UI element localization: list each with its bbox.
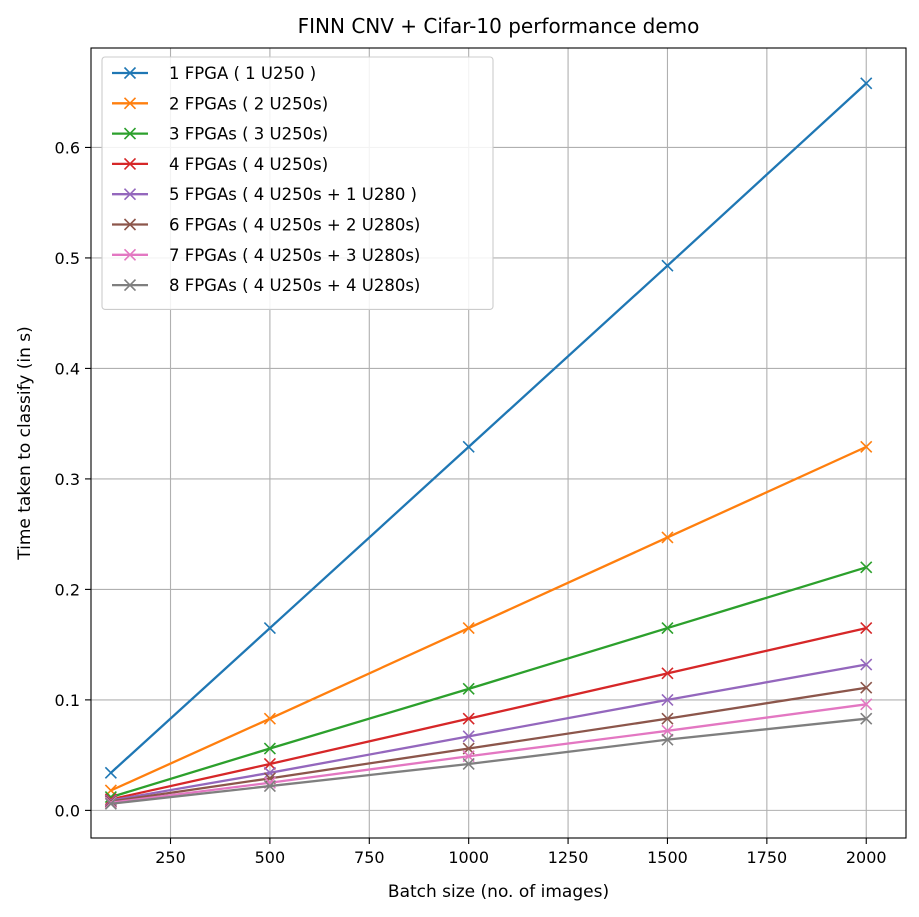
data-point <box>661 259 674 272</box>
legend-label: 6 FPGAs ( 4 U250s + 2 U280s) <box>169 216 420 235</box>
x-axis-label: Batch size (no. of images) <box>388 882 609 902</box>
legend-marker <box>123 279 137 292</box>
data-point <box>104 766 117 779</box>
legend-marker <box>123 157 137 170</box>
legend-item: 5 FPGAs ( 4 U250s + 1 U280 ) <box>112 185 417 204</box>
data-point <box>661 667 674 680</box>
legend: 1 FPGA ( 1 U250 ) 2 FPGAs ( 2 U250s) 3 FPG… <box>101 56 494 310</box>
data-point <box>263 622 276 635</box>
series-1 <box>104 77 873 779</box>
data-point <box>104 797 117 810</box>
legend-marker <box>123 97 137 110</box>
data-point <box>462 757 475 771</box>
y-axis-label: Time taken to classify (in s) <box>15 326 35 561</box>
data-point <box>263 757 276 771</box>
ticks: 250 500 750 1000 1250 1500 1750 2000 0.0 0.1 0.2 0.… <box>55 138 887 867</box>
data-point <box>462 622 475 635</box>
series-layer <box>104 77 873 810</box>
y-tick-label: 0.1 <box>55 691 80 710</box>
series-line <box>110 445 867 792</box>
series-line <box>110 703 867 804</box>
legend-label: 4 FPGAs ( 4 U250s) <box>169 155 328 174</box>
legend-marker <box>123 66 137 80</box>
data-point <box>860 561 873 574</box>
data-point <box>860 698 873 711</box>
x-tick-label: 750 <box>354 848 385 867</box>
legend-item: 2 FPGAs ( 2 U250s) <box>112 94 328 113</box>
data-point <box>462 440 475 453</box>
y-tick-label: 0.0 <box>55 801 80 820</box>
legend-marker <box>123 188 137 201</box>
series-3 <box>104 561 873 804</box>
data-point <box>661 622 674 635</box>
data-point <box>661 531 674 544</box>
series-4 <box>104 622 873 806</box>
data-point <box>860 440 873 453</box>
y-tick-label: 0.3 <box>55 470 80 489</box>
legend-label: 3 FPGAs ( 3 U250s) <box>169 125 328 144</box>
legend-item: 3 FPGAs ( 3 U250s) <box>112 125 328 144</box>
series-5 <box>104 658 873 807</box>
data-point <box>462 712 475 725</box>
x-tick-label: 1000 <box>448 848 489 867</box>
legend-label: 5 FPGAs ( 4 U250s + 1 U280 ) <box>169 185 417 204</box>
legend-label: 8 FPGAs ( 4 U250s + 4 U280s) <box>169 276 420 295</box>
grid <box>91 48 906 838</box>
data-point <box>462 682 475 695</box>
legend-item: 1 FPGA ( 1 U250 ) <box>112 64 316 83</box>
data-point <box>661 733 674 746</box>
legend-item: 8 FPGAs ( 4 U250s + 4 U280s) <box>112 276 420 295</box>
y-tick-label: 0.5 <box>55 249 80 268</box>
data-point <box>462 730 475 743</box>
x-tick-label: 1250 <box>548 848 589 867</box>
x-tick-label: 1750 <box>746 848 787 867</box>
y-tick-label: 0.2 <box>55 580 80 599</box>
legend-item: 6 FPGAs ( 4 U250s + 2 U280s) <box>112 216 420 235</box>
legend-item: 4 FPGAs ( 4 U250s) <box>112 155 328 174</box>
data-point <box>860 658 873 671</box>
y-tick-label: 0.4 <box>55 359 80 378</box>
data-point <box>860 77 873 90</box>
legend-item: 7 FPGAs ( 4 U250s + 3 U280s) <box>112 246 420 265</box>
data-point <box>860 681 873 694</box>
legend-marker <box>123 218 137 231</box>
x-tick-label: 250 <box>155 848 186 867</box>
legend-label: 1 FPGA ( 1 U250 ) <box>169 64 316 83</box>
data-point <box>263 742 276 755</box>
x-tick-label: 2000 <box>846 848 887 867</box>
data-point <box>661 693 674 706</box>
y-tick-label: 0.6 <box>55 138 80 157</box>
data-point <box>263 712 276 725</box>
legend-box <box>101 56 494 310</box>
data-point <box>860 712 873 725</box>
data-point <box>661 712 674 725</box>
legend-label: 7 FPGAs ( 4 U250s + 3 U280s) <box>169 246 420 265</box>
chart-title: FINN CNV + Cifar-10 performance demo <box>298 14 700 38</box>
data-point <box>263 780 276 793</box>
data-point <box>661 724 674 737</box>
legend-marker <box>123 127 137 140</box>
data-point <box>263 766 276 779</box>
series-line <box>110 663 867 802</box>
series-2 <box>104 440 873 797</box>
data-point <box>860 622 873 635</box>
legend-marker <box>123 248 137 261</box>
x-tick-label: 500 <box>255 848 286 867</box>
series-line <box>110 686 867 803</box>
legend-label: 2 FPGAs ( 2 U250s) <box>169 94 328 113</box>
series-line <box>110 717 867 805</box>
plot-frame <box>90 47 907 839</box>
x-tick-label: 1500 <box>647 848 688 867</box>
series-line <box>110 626 867 801</box>
series-8 <box>104 712 873 810</box>
